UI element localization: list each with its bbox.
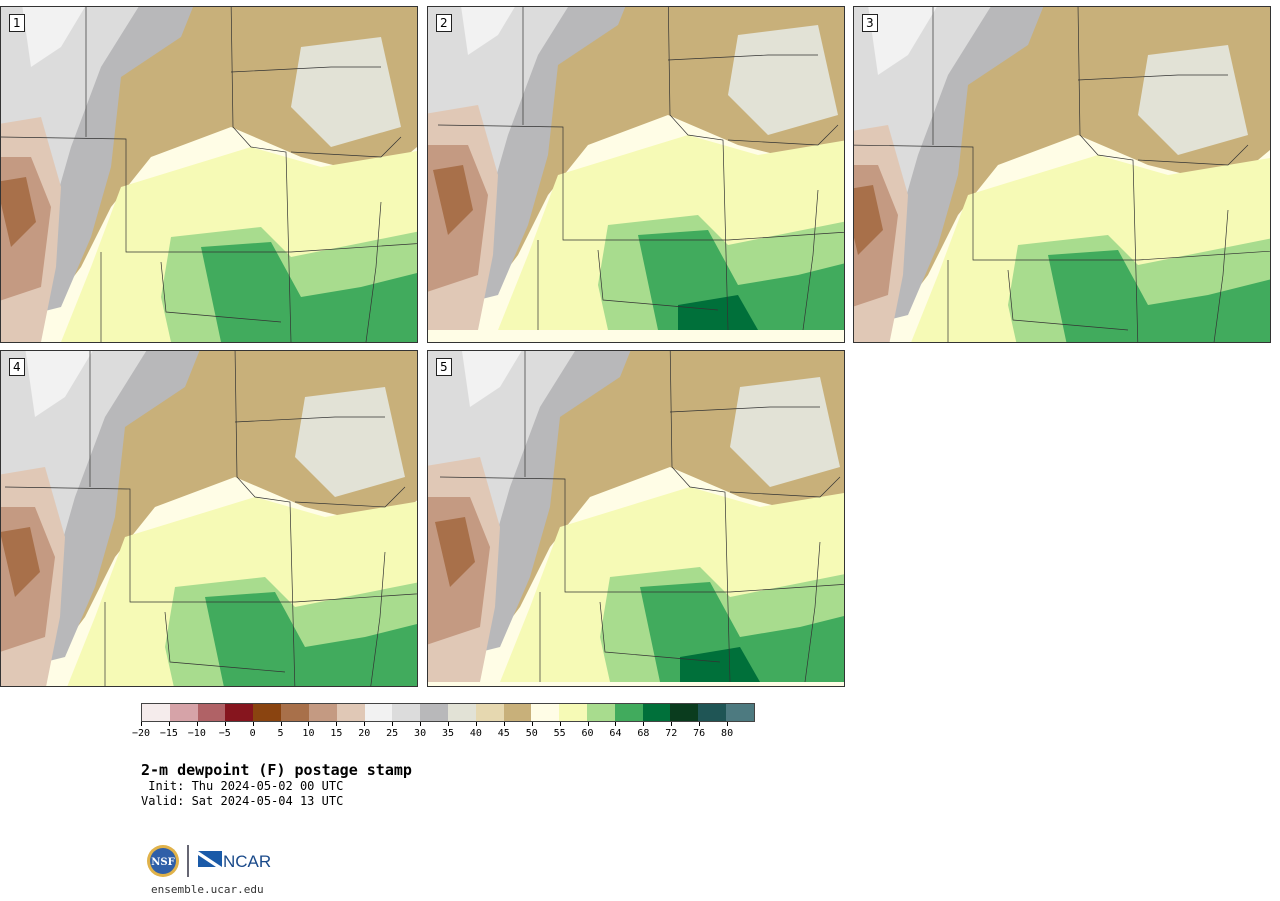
colorbar-swatch-10 bbox=[420, 704, 448, 721]
colorbar-ticks: −20 −15 −10 −5 0 5 10 15 20 25 30 35 40 45 50 55 60 64 68 7… bbox=[132, 722, 755, 742]
colorbar-tick-label-19: 72 bbox=[665, 728, 678, 739]
colorbar-swatch-6 bbox=[308, 704, 337, 721]
dewpoint-map-3 bbox=[854, 7, 1270, 342]
colorbar-swatch-5 bbox=[281, 704, 309, 721]
colorbar-tick-label-3: −5 bbox=[218, 728, 231, 739]
colorbar-tick-10 bbox=[420, 722, 422, 726]
colorbar-tick-label-21: 80 bbox=[721, 728, 734, 739]
colorbar-swatch-14 bbox=[531, 704, 560, 721]
panel-label-3: 3 bbox=[862, 14, 878, 32]
ncar-logo-icon: NCAR bbox=[198, 851, 271, 871]
colorbar-tick-label-12: 40 bbox=[469, 728, 482, 739]
panel-label-2: 2 bbox=[436, 14, 452, 32]
colorbar-swatch-21 bbox=[726, 704, 754, 721]
colorbar-swatch-8 bbox=[364, 704, 393, 721]
colorbar-swatch-19 bbox=[670, 704, 699, 721]
nsf-logo-icon: NSF bbox=[147, 845, 179, 877]
colorbar-tick-label-9: 25 bbox=[386, 728, 399, 739]
colorbar-tick-label-13: 45 bbox=[497, 728, 510, 739]
colorbar-tick-15 bbox=[559, 722, 561, 726]
colorbar-swatch-15 bbox=[559, 704, 587, 721]
panel-5: 5 bbox=[427, 350, 845, 687]
site-url: ensemble.ucar.edu bbox=[151, 883, 264, 896]
colorbar-tick-label-6: 10 bbox=[302, 728, 315, 739]
colorbar-swatch-11 bbox=[447, 704, 476, 721]
colorbar-tick-label-11: 35 bbox=[441, 728, 455, 739]
colorbar bbox=[141, 703, 755, 722]
colorbar-swatch-17 bbox=[614, 704, 643, 721]
colorbar-tick-label-4: 0 bbox=[249, 728, 256, 739]
colorbar-swatch-0 bbox=[142, 704, 170, 721]
colorbar-tick-label-20: 76 bbox=[693, 728, 706, 739]
colorbar-tick-21 bbox=[727, 722, 729, 726]
panel-4: 4 bbox=[0, 350, 418, 687]
colorbar-tick-label-1: −15 bbox=[159, 728, 178, 739]
colorbar-tick-label-14: 50 bbox=[525, 728, 538, 739]
panel-2: 2 bbox=[427, 6, 845, 343]
colorbar-tick-16 bbox=[587, 722, 589, 726]
nsf-logo-text: NSF bbox=[151, 857, 174, 868]
colorbar-swatch-20 bbox=[698, 704, 727, 721]
colorbar-swatch-4 bbox=[253, 704, 282, 721]
colorbar-tick-4 bbox=[252, 722, 254, 726]
colorbar-tick-7 bbox=[336, 722, 338, 726]
colorbar-tick-18 bbox=[643, 722, 645, 726]
panel-1: 1 bbox=[0, 6, 418, 343]
colorbar-swatch-13 bbox=[503, 704, 532, 721]
valid-time: Valid: Sat 2024-05-04 13 UTC bbox=[141, 794, 344, 808]
colorbar-tick-label-5: 5 bbox=[277, 728, 284, 739]
colorbar-tick-label-10: 30 bbox=[414, 728, 427, 739]
colorbar-tick-2 bbox=[196, 722, 198, 726]
dewpoint-map-4 bbox=[1, 351, 417, 686]
colorbar-tick-14 bbox=[531, 722, 533, 726]
colorbar-tick-13 bbox=[503, 722, 505, 726]
colorbar-swatch-3 bbox=[225, 704, 254, 721]
colorbar-tick-8 bbox=[364, 722, 366, 726]
colorbar-swatch-2 bbox=[197, 704, 226, 721]
colorbar-tick-11 bbox=[448, 722, 449, 726]
colorbar-swatch-9 bbox=[392, 704, 421, 721]
chart-title: 2-m dewpoint (F) postage stamp bbox=[141, 761, 412, 779]
colorbar-tick-6 bbox=[308, 722, 310, 726]
ncar-logo-text: NCAR bbox=[223, 852, 271, 871]
panel-label-4: 4 bbox=[9, 358, 25, 376]
colorbar-tick-19 bbox=[671, 722, 673, 726]
panel-label-1: 1 bbox=[9, 14, 25, 32]
dewpoint-map-1 bbox=[1, 7, 417, 342]
colorbar-tick-1 bbox=[168, 722, 170, 726]
colorbar-tick-12 bbox=[475, 722, 477, 726]
colorbar-tick-3 bbox=[224, 722, 226, 726]
colorbar-tick-label-18: 68 bbox=[637, 728, 650, 739]
colorbar-tick-label-8: 20 bbox=[358, 728, 371, 739]
colorbar-tick-17 bbox=[615, 722, 617, 726]
colorbar-tick-label-7: 15 bbox=[330, 728, 343, 739]
colorbar-tick-label-17: 64 bbox=[609, 728, 622, 739]
colorbar-tick-5 bbox=[280, 722, 282, 726]
panel-3: 3 bbox=[853, 6, 1271, 343]
panel-label-5: 5 bbox=[436, 358, 452, 376]
colorbar-tick-label-16: 60 bbox=[581, 728, 594, 739]
colorbar-swatch-16 bbox=[587, 704, 615, 721]
colorbar-tick-20 bbox=[699, 722, 701, 726]
dewpoint-map-5 bbox=[428, 351, 844, 686]
init-time: Init: Thu 2024-05-02 00 UTC bbox=[141, 779, 344, 793]
colorbar-tick-label-15: 55 bbox=[553, 728, 566, 739]
colorbar-swatch-7 bbox=[336, 704, 365, 721]
colorbar-swatch-12 bbox=[475, 704, 504, 721]
colorbar-tick-label-0: −20 bbox=[131, 728, 151, 739]
colorbar-tick-label-2: −10 bbox=[187, 728, 206, 739]
colorbar-swatch-18 bbox=[642, 704, 671, 721]
logos: NSF NCAR bbox=[147, 845, 271, 877]
colorbar-tick-0 bbox=[141, 722, 142, 726]
dewpoint-map-2 bbox=[428, 7, 844, 342]
colorbar-swatch-1 bbox=[169, 704, 198, 721]
colorbar-tick-9 bbox=[392, 722, 394, 726]
